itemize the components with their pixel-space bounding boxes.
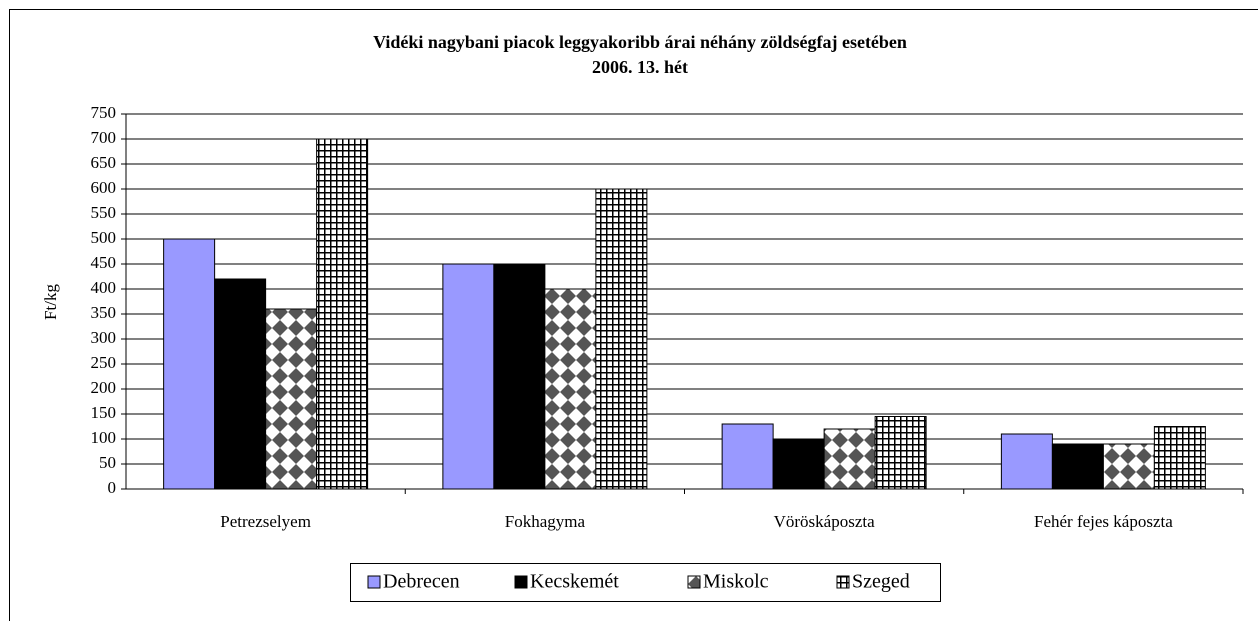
y-tick-label: 300 [91, 328, 117, 347]
bar [265, 308, 318, 490]
y-tick-label: 250 [91, 353, 117, 372]
bar [493, 263, 546, 490]
y-tick-label: 100 [91, 428, 117, 447]
bar [772, 438, 825, 490]
x-tick-label: Petrezselyem [220, 512, 311, 531]
x-tick-label: Fehér fejes káposzta [1034, 512, 1173, 531]
bar [874, 416, 927, 490]
bar [1102, 443, 1155, 490]
x-tick-label: Vöröskáposzta [774, 512, 875, 531]
bar [544, 288, 597, 490]
legend-swatch [836, 575, 850, 589]
y-axis-label: Ft/kg [41, 284, 60, 320]
bar [1051, 443, 1104, 490]
bar [1153, 426, 1206, 490]
y-tick-label: 700 [91, 128, 117, 147]
legend-label: Debrecen [383, 571, 460, 593]
bar [721, 423, 774, 490]
legend-label: Szeged [852, 571, 910, 593]
bar [214, 278, 267, 490]
y-tick-label: 400 [91, 278, 117, 297]
bar [595, 188, 648, 490]
y-tick-label: 50 [99, 453, 116, 472]
legend-swatch [514, 575, 528, 589]
bar [316, 138, 369, 490]
y-tick-label: 350 [91, 303, 117, 322]
x-tick-label: Fokhagyma [505, 512, 586, 531]
y-tick-label: 150 [91, 403, 117, 422]
legend-swatch [687, 575, 701, 589]
bar [1000, 433, 1053, 490]
legend-label: Miskolc [703, 571, 769, 593]
y-tick-label: 550 [91, 203, 117, 222]
bar [442, 263, 495, 490]
legend-label: Kecskemét [530, 571, 619, 593]
legend-box [350, 563, 941, 602]
chart-subtitle: 2006. 13. hét [592, 57, 688, 77]
y-tick-label: 200 [91, 378, 117, 397]
bar [823, 428, 876, 490]
y-tick-label: 0 [108, 478, 117, 497]
chart-title: Vidéki nagybani piacok leggyakoribb árai… [373, 32, 907, 52]
y-tick-label: 650 [91, 153, 117, 172]
legend-swatch [367, 575, 381, 589]
bar [163, 238, 216, 490]
y-tick-label: 750 [91, 103, 117, 122]
y-tick-label: 500 [91, 228, 117, 247]
y-tick-label: 450 [91, 253, 117, 272]
y-tick-label: 600 [91, 178, 117, 197]
